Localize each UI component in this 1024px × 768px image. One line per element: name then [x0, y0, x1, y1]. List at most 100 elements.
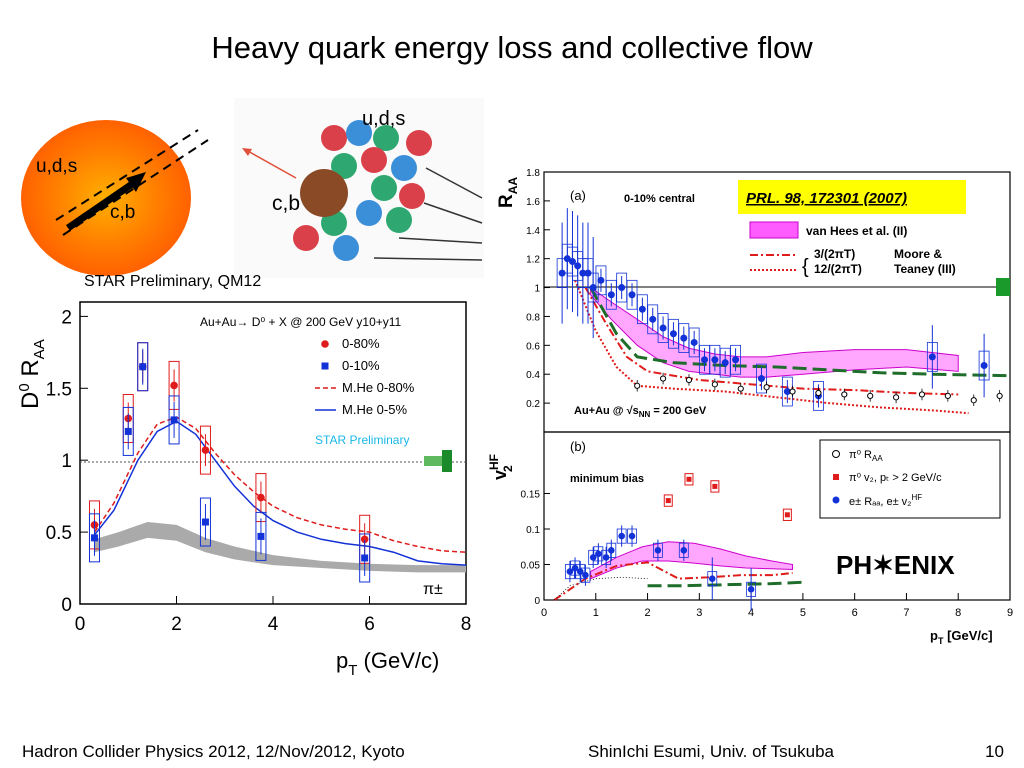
phenix-b-electron-point [602, 554, 610, 561]
footer-conference: Hadron Collider Physics 2012, 12/Nov/201… [22, 742, 405, 761]
outgoing-arrow [245, 149, 297, 179]
phenix-x-tick-label: 1 [593, 607, 599, 619]
phenix-b-electron-point [608, 547, 615, 554]
star-blue-syst-box [359, 533, 371, 583]
pi0-v2-legend-text: π⁰ v₂, pₜ > 2 GeV/c [849, 472, 942, 484]
page-number: 10 [985, 742, 1004, 761]
phenix-a-electron-point [701, 356, 709, 364]
phenix-a-electron-point [680, 334, 688, 342]
star-prelim-label: STAR Preliminary [315, 433, 409, 447]
phenix-a-pi0-point [970, 397, 977, 404]
star-red-syst-box [199, 425, 211, 475]
phenix-a-y-label: RAA [496, 177, 520, 208]
phenix-a-electron-point [638, 305, 646, 313]
phenix-raa-v2-chart: 0.2 0.4 0.6 0.8 1 1.2 1.4 1.6 1.8 0 0.05 0.1 0.15 0… [487, 168, 1013, 646]
phenix-b-pi0-v2-box [710, 480, 720, 493]
phenix-x-tick-label: 9 [1007, 607, 1013, 619]
star-blue-point [139, 363, 147, 371]
energy-loss-cartoon: u,d,s c,b [21, 120, 209, 276]
star-blue-point [361, 554, 369, 562]
green-curve-b [647, 580, 803, 588]
phenix-a-pi0-point [867, 392, 874, 399]
phenix-a-electron-point [597, 276, 605, 284]
phenix-a-pi0-point [841, 391, 848, 398]
phenix-a-syst-box [688, 327, 700, 358]
phenix-x-axis: 0 1 2 3 4 5 6 7 8 9 [541, 593, 1013, 619]
phenix-a-y-tick-label: 1.4 [526, 226, 540, 237]
quark-scattering-cartoon: u,d,s c,b [234, 98, 484, 278]
pi0-raa-legend-text: π⁰ RAA [849, 449, 883, 463]
phenix-b-electron-point [628, 532, 636, 540]
phenix-b-y-tick-label: 0.15 [521, 490, 541, 501]
phenix-a-electron-point [757, 375, 765, 383]
phenix-a-y-tick-label: 0.4 [526, 370, 540, 381]
phenix-a-points [556, 208, 1003, 411]
star-x-tick-label: 4 [268, 614, 279, 635]
star-x-tick-label: 8 [461, 614, 472, 635]
heavy-quark-arrow [66, 177, 140, 231]
phenix-a-pi0-point [763, 384, 770, 391]
phenix-b-pi0-v2-box [663, 494, 673, 507]
phenix-b-y-tick-label: 0 [534, 596, 540, 607]
phenix-b-electron-point [747, 586, 755, 593]
electron-legend-text: e± Rₐₐ, e± v₂HF [849, 493, 922, 508]
panel-a-centrality: 0-10% central [624, 193, 695, 205]
phenix-b-pi0-v2-point [712, 483, 718, 489]
phenix-a-y-tick-label: 0.2 [526, 399, 540, 410]
phenix-a-electron-point [732, 356, 740, 364]
phenix-b-electron-point [618, 532, 625, 540]
phenix-b-pi0-v2-box [782, 508, 792, 521]
pion-band [94, 522, 466, 573]
phenix-x-tick-label: 2 [644, 607, 650, 619]
panel-b-label: (b) [570, 439, 586, 454]
star-blue-syst-box [137, 342, 149, 392]
star-x-label: pT (GeV/c) [336, 648, 439, 679]
phenix-a-syst-box [813, 381, 824, 411]
star-x-tick-label: 0 [75, 614, 86, 635]
phenix-system-label: Au+Au @ √sNN = 200 GeV [574, 405, 707, 419]
light-quark-label-right: u,d,s [362, 108, 405, 130]
incoming-arrows [373, 167, 483, 261]
phenix-a-pi0-point [918, 391, 926, 398]
phenix-b-pi0-v2-point [784, 512, 790, 518]
vanhees-band-a [590, 286, 959, 378]
phenix-a-electron-point [783, 388, 791, 396]
legend-brace: { [802, 256, 809, 278]
legend-blue-marker [321, 362, 329, 370]
reference-box [738, 180, 966, 214]
star-legend-label: 0-10% [342, 358, 380, 373]
norm-box-light [424, 456, 448, 466]
phenix-b-pi0-v2-point [686, 476, 692, 482]
phenix-a-pi0-point [815, 389, 822, 397]
phenix-x-tick-label: 4 [748, 607, 754, 619]
phenix-frame-b [543, 431, 1011, 601]
moore-curve-b [553, 561, 793, 601]
phenix-logo: PH✶ENIX [836, 550, 955, 580]
phenix-a-electron-point [618, 284, 626, 292]
star-legend: 0-80% 0-10% M.He 0-80% M.He 0-5% [315, 336, 415, 417]
phenix-a-electron-point [669, 330, 677, 338]
phenix-b-y-tick-label: 0.05 [521, 561, 541, 572]
panel-b-centrality: minimum bias [570, 473, 644, 485]
dashed-jet-upper [55, 129, 199, 221]
phenix-a-pi0-point [944, 392, 951, 399]
pi0-raa-legend-marker [832, 450, 840, 458]
phenix-a-y-axis: 0.2 0.4 0.6 0.8 1 1.2 1.4 1.6 1.8 [526, 168, 550, 410]
star-y-tick-label: 0 [61, 595, 72, 616]
phenix-b-y-tick-label: 0.1 [526, 525, 540, 536]
star-y-tick-label: 1 [61, 451, 72, 472]
phenix-a-electron-point [628, 291, 636, 299]
phenix-a-electron-point [607, 291, 615, 299]
star-y-tick-label: 2 [61, 307, 72, 328]
moore-legend-name-1: Moore & [894, 247, 942, 261]
slide-title: Heavy quark energy loss and collective f… [211, 30, 813, 65]
green-curve-a [589, 286, 1011, 378]
phenix-b-electron-point [595, 550, 602, 558]
phenix-a-electron-point [649, 315, 657, 323]
phenix-b-pi0-raa-line [554, 576, 648, 601]
star-y-label: D0 RAA [18, 339, 48, 409]
quark-cluster [293, 120, 432, 261]
star-blue-syst-box [255, 511, 267, 561]
phenix-b-pi0-v2-box [684, 473, 694, 486]
phenix-a-pi0-point [659, 375, 667, 382]
